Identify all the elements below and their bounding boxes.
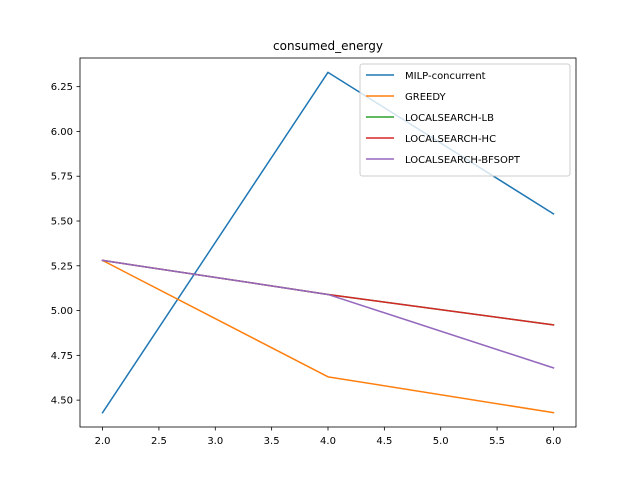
legend-label-milp-concurrent: MILP-concurrent xyxy=(405,71,486,82)
y-tick-label: 6.00 xyxy=(51,127,73,138)
y-tick-label: 4.75 xyxy=(51,351,73,362)
series-group xyxy=(101,71,555,414)
legend-label-greedy: GREEDY xyxy=(405,92,446,103)
legend-box xyxy=(359,63,571,177)
legend-label-localsearch-lb: LOCALSEARCH-LB xyxy=(405,113,494,124)
x-tick-label: 5.0 xyxy=(433,436,449,447)
x-tick-label: 3.0 xyxy=(207,436,223,447)
x-tick-label: 5.5 xyxy=(489,436,505,447)
x-axis: 2.0 2.5 3.0 3.5 4.0 4.5 5.0 5.5 6.0 xyxy=(95,427,562,447)
y-tick-label: 5.75 xyxy=(51,172,73,183)
series-line-greedy xyxy=(101,259,555,414)
chart-title: consumed_energy xyxy=(273,39,383,53)
legend: MILP-concurrent GREEDY LOCALSEARCH-LB LOCAL… xyxy=(359,63,571,177)
y-tick-label: 5.50 xyxy=(51,217,73,228)
y-axis: 4.50 4.75 5.00 5.25 5.50 5.75 6.00 6.25 xyxy=(51,82,80,407)
y-tick-label: 4.50 xyxy=(51,396,73,407)
x-tick-label: 3.5 xyxy=(264,436,280,447)
x-tick-label: 2.5 xyxy=(151,436,167,447)
series-line-localsearch-bfsopt xyxy=(101,259,555,369)
legend-label-localsearch-bfsopt: LOCALSEARCH-BFSOPT xyxy=(405,155,521,166)
x-tick-label: 4.0 xyxy=(320,436,336,447)
x-tick-label: 6.0 xyxy=(546,436,562,447)
x-tick-label: 4.5 xyxy=(376,436,392,447)
y-tick-label: 5.25 xyxy=(51,261,73,272)
y-tick-label: 5.00 xyxy=(51,306,73,317)
legend-label-localsearch-hc: LOCALSEARCH-HC xyxy=(405,134,496,145)
x-tick-label: 2.0 xyxy=(95,436,111,447)
y-tick-label: 6.25 xyxy=(51,82,73,93)
